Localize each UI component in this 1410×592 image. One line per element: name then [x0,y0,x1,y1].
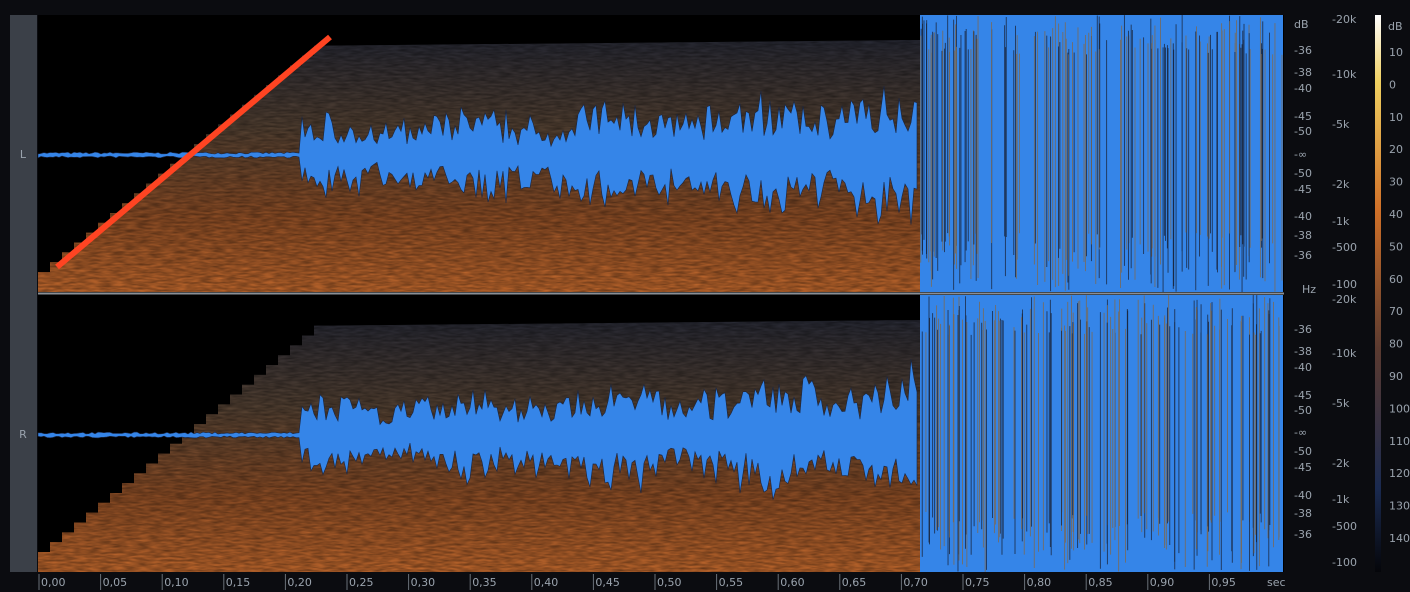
frequency-unit: Hz [1302,283,1316,296]
time-label: 0,90 [1150,576,1175,589]
db-scale-label: -38 [1294,507,1312,520]
time-label: 0,15 [226,576,251,589]
channel-label: L [20,148,27,161]
frequency-label: -100 [1332,556,1357,569]
db-scale-label: -50 [1294,445,1312,458]
db-scale-label: -45 [1294,389,1312,402]
db-scale-label: -36 [1294,528,1312,541]
time-label: 0,80 [1027,576,1052,589]
waveform-dense [920,295,1283,572]
time-label: 0,70 [903,576,928,589]
color-scale-label: 0 [1389,78,1396,91]
time-label: 0,30 [411,576,436,589]
color-scale-label: 80 [1389,338,1403,351]
db-scale-label: -38 [1294,345,1312,358]
frequency-label: -1k [1332,215,1350,228]
frequency-label: -5k [1332,397,1350,410]
time-label: 0,35 [472,576,497,589]
time-label: 0,85 [1088,576,1113,589]
db-scale-label: -38 [1294,66,1312,79]
time-label: 0,40 [534,576,559,589]
time-label: 0,50 [657,576,682,589]
db-scale-label: -50 [1294,404,1312,417]
frequency-label: -20k [1332,13,1357,26]
db-scale-label: -45 [1294,461,1312,474]
frequency-label: -10k [1332,68,1357,81]
db-scale-label: -38 [1294,229,1312,242]
time-label: 0,60 [780,576,805,589]
db-scale-label: -40 [1294,82,1312,95]
waveform [37,86,918,225]
channel-label: R [19,428,27,441]
db-scale-label: -50 [1294,125,1312,138]
frequency-label: -500 [1332,241,1357,254]
color-scale-unit: dB [1388,20,1403,33]
time-label: 0,75 [965,576,990,589]
frequency-label: -2k [1332,457,1350,470]
color-scale-label: 30 [1389,176,1403,189]
waveform [37,359,918,500]
db-scale-label: -36 [1294,44,1312,57]
annotation-line [55,34,332,270]
db-scale-label: -36 [1294,249,1312,262]
color-scale-label: 130 [1389,500,1410,513]
frequency-label: -2k [1332,178,1350,191]
db-scale-label: -45 [1294,110,1312,123]
time-label: 0,25 [349,576,374,589]
color-scale-label: 20 [1389,143,1403,156]
waveform-dense [920,15,1283,292]
time-label: 0,10 [164,576,189,589]
db-scale-label: -50 [1294,167,1312,180]
color-scale-label: 140 [1389,532,1410,545]
time-unit: sec [1267,576,1286,589]
frequency-label: -10k [1332,347,1357,360]
time-label: 0,45 [595,576,620,589]
db-scale-label: -∞ [1294,426,1307,439]
color-scale-label: 50 [1389,240,1403,253]
time-label: 0,20 [287,576,312,589]
time-label: 0,55 [719,576,744,589]
time-label: 0,65 [842,576,867,589]
db-scale-label: -40 [1294,489,1312,502]
channel-strip [10,15,37,572]
color-scale-label: 120 [1389,467,1410,480]
time-label: 0,00 [41,576,66,589]
color-bar [1375,15,1381,572]
db-scale-label: -40 [1294,361,1312,374]
frequency-label: -1k [1332,493,1350,506]
color-scale-label: 60 [1389,273,1403,286]
db-scale-label: -45 [1294,183,1312,196]
db-scale-label: dB [1294,18,1309,31]
color-scale-label: 100 [1389,402,1410,415]
db-scale-label: -36 [1294,323,1312,336]
frequency-label: -20k [1332,293,1357,306]
color-scale-label: 110 [1389,435,1410,448]
time-label: 0,95 [1211,576,1236,589]
frequency-label: -100 [1332,278,1357,291]
color-scale-label: 90 [1389,370,1403,383]
color-scale-label: 10 [1389,111,1403,124]
color-scale-label: 10 [1389,46,1403,59]
db-scale-label: -40 [1294,210,1312,223]
color-scale-label: 70 [1389,305,1403,318]
time-label: 0,05 [103,576,128,589]
frequency-label: -500 [1332,520,1357,533]
db-scale-label: -∞ [1294,148,1307,161]
frequency-label: -5k [1332,118,1350,131]
color-scale-label: 40 [1389,208,1403,221]
